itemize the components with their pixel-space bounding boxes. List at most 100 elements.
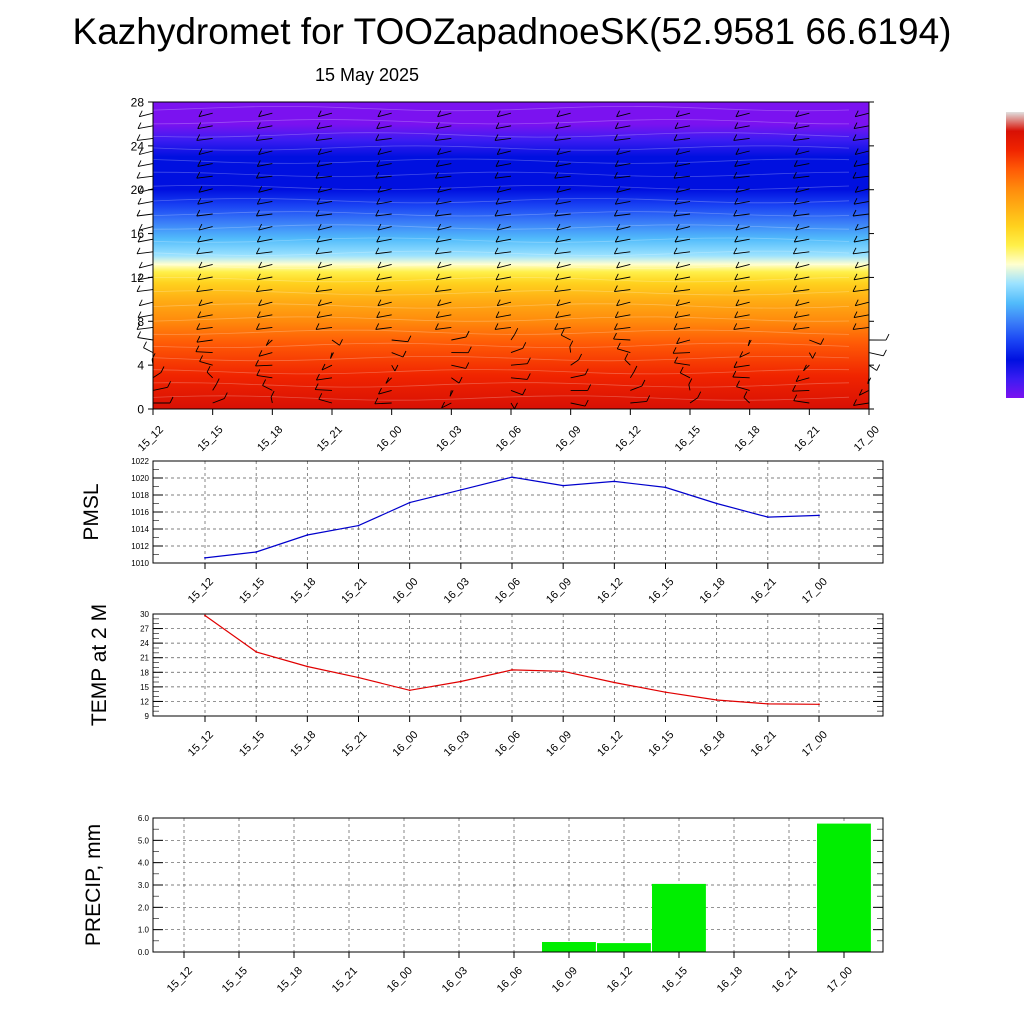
wind-barb-flag — [854, 110, 859, 117]
x-tick-label: 16_21 — [792, 424, 822, 454]
contour-line — [152, 316, 850, 322]
wind-barb — [257, 125, 273, 130]
wind-barb-flag — [555, 197, 560, 205]
wind-barb-flag — [495, 197, 500, 205]
wind-barb — [256, 175, 273, 179]
wind-barb-flag — [258, 223, 263, 231]
wind-barb-flag — [735, 299, 740, 306]
wind-barb — [556, 112, 571, 118]
wind-barb — [497, 150, 512, 155]
wind-barb-flag — [733, 247, 738, 255]
wind-barb — [495, 238, 512, 243]
wind-barb — [318, 112, 333, 118]
wind-barb-flag — [793, 122, 798, 129]
wind-barb-flag — [495, 311, 500, 318]
wind-barb-flag — [198, 299, 203, 306]
wind-barb — [494, 326, 512, 330]
wind-barb-flag — [793, 394, 798, 401]
wind-barb — [137, 163, 154, 167]
wind-barb — [435, 326, 452, 330]
y-tick-label: 1012 — [131, 542, 149, 551]
wind-barb — [494, 251, 512, 255]
wind-barb-flag — [255, 359, 259, 367]
wind-barb — [674, 163, 691, 167]
wind-barb — [734, 163, 750, 167]
wind-barb-flag — [555, 235, 560, 243]
wind-barb — [735, 188, 750, 193]
wind-barb — [868, 364, 877, 371]
wind-barb — [734, 238, 750, 243]
wind-barb — [795, 150, 810, 155]
wind-barb — [615, 238, 631, 243]
wind-barb-flag — [256, 160, 261, 167]
wind-barb — [853, 276, 870, 281]
wind-barb-flag — [858, 389, 863, 396]
wind-barb — [315, 251, 333, 255]
x-tick-label: 16_00 — [385, 965, 415, 995]
wind-barb — [868, 352, 884, 357]
wind-barb-flag — [374, 397, 379, 405]
wind-barb-flag — [733, 323, 738, 330]
wind-barb — [212, 398, 225, 404]
wind-barb-flag — [385, 377, 390, 384]
wind-barb-flag — [732, 370, 737, 378]
wind-barb-flag — [555, 311, 560, 318]
y-tick-label: 27 — [140, 625, 149, 634]
wind-barb-flag — [854, 261, 859, 269]
wind-barb-flag — [675, 261, 680, 269]
wind-barb — [198, 301, 213, 307]
wind-barb — [494, 289, 512, 293]
wind-barb-flag — [633, 365, 638, 373]
wind-barb — [853, 200, 870, 205]
wind-barb — [735, 263, 750, 269]
wind-barb — [197, 125, 213, 130]
wind-barb — [270, 397, 273, 404]
x-tick-label: 15_21 — [315, 424, 345, 454]
y-axis-label: PRECIP, mm — [82, 824, 105, 946]
wind-barb-flag — [196, 209, 201, 217]
wind-barb-flag — [852, 171, 857, 179]
y-axis-label: PMSL — [80, 483, 103, 540]
wind-barb — [570, 402, 586, 407]
wind-barb-flag — [795, 299, 800, 306]
wind-barb-flag — [494, 247, 499, 255]
wind-barb — [733, 175, 750, 179]
wind-barb-flag — [315, 285, 320, 292]
wind-barb-flag — [554, 134, 559, 141]
wind-barb — [676, 112, 691, 118]
wind-barb-flag — [437, 186, 442, 193]
x-tick-label: 16_12 — [605, 965, 635, 995]
wind-barb-flag — [317, 186, 322, 193]
wind-barb-flag — [795, 110, 800, 117]
wind-barb — [198, 263, 213, 269]
wind-barb — [674, 314, 691, 319]
x-tick-label: 16_09 — [550, 965, 580, 995]
wind-barb-flag — [377, 299, 382, 306]
wind-barb-flag — [435, 122, 440, 129]
wind-barb — [495, 276, 512, 281]
wind-barb-flag — [614, 160, 619, 167]
wind-barb — [853, 238, 870, 243]
wind-barb-flag — [197, 273, 202, 281]
wind-barb-flag — [196, 134, 201, 141]
wind-barb — [794, 125, 810, 130]
wind-barb — [256, 251, 273, 255]
wind-barb — [436, 125, 452, 130]
wind-barb — [316, 314, 333, 319]
data-point — [818, 514, 820, 517]
wind-barb — [673, 251, 691, 255]
contour-line — [152, 145, 850, 151]
wind-barb — [137, 238, 154, 243]
wind-barb — [808, 352, 813, 359]
wind-barb-flag — [793, 273, 798, 281]
wind-barb — [257, 314, 273, 319]
wind-barb — [855, 263, 870, 269]
y-tick-label: 1020 — [131, 474, 149, 483]
wind-barb — [316, 163, 333, 167]
wind-barb — [137, 200, 154, 205]
wind-barb-flag — [215, 378, 220, 385]
contour-line — [152, 276, 850, 283]
wind-barb-flag — [160, 366, 165, 373]
wind-barb-flag — [496, 110, 501, 117]
wind-barb-flag — [137, 235, 142, 243]
